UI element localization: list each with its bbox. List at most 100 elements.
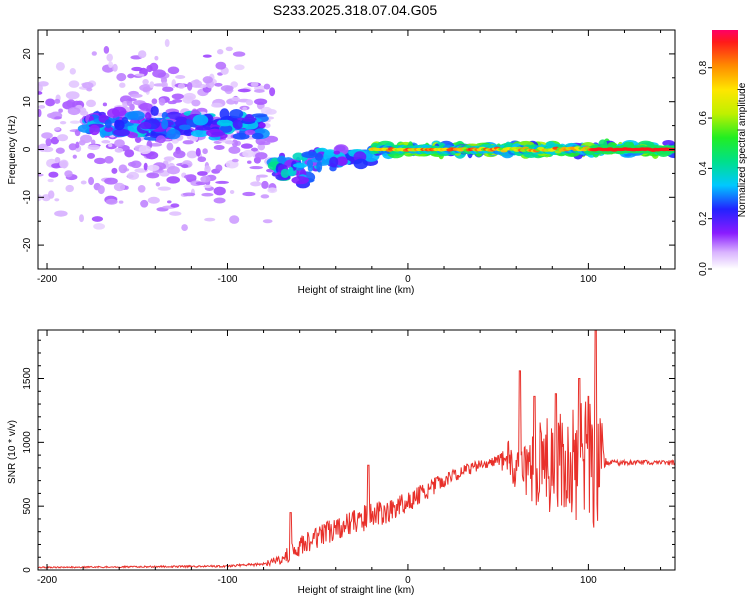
colorbar-tick-label: 0.6: [698, 111, 709, 125]
spectral-blob: [87, 144, 100, 151]
spectrogram-xlabel: Height of straight line (km): [298, 285, 415, 296]
spectral-blob: [126, 98, 137, 102]
spectral-blob: [240, 143, 253, 149]
spectral-blob: [219, 124, 233, 133]
spectral-blob: [75, 141, 80, 149]
spectral-blob: [261, 180, 269, 189]
figure-title: S233.2025.318.07.04.G05: [273, 2, 437, 18]
spectral-blob: [264, 135, 279, 143]
spectral-blob: [134, 136, 142, 143]
spectral-blob: [229, 215, 240, 224]
spectral-blob: [119, 82, 126, 88]
snr-frame: [37, 329, 676, 571]
spectral-blob: [187, 81, 193, 91]
spectral-blob: [316, 160, 323, 173]
spectral-blob: [202, 148, 208, 155]
spectral-blob: [146, 65, 153, 73]
spectral-blob: [65, 91, 80, 100]
spectral-blob: [213, 186, 226, 196]
spectral-blob: [108, 61, 114, 68]
spectral-blob: [301, 151, 318, 159]
snr-ytick-label: 1000: [22, 431, 33, 454]
spectral-blob: [213, 145, 225, 150]
spectral-blob: [257, 143, 266, 151]
snr-xtick-label: -200: [37, 575, 57, 586]
spectral-blob: [250, 82, 259, 87]
spectral-blob: [47, 178, 54, 183]
spectral-blob: [112, 63, 118, 72]
spectral-blob: [135, 73, 145, 77]
spectral-blob: [292, 152, 305, 161]
spectral-blob: [105, 198, 118, 205]
spectral-blob: [262, 219, 273, 224]
colorbar-tick-label: 0.4: [698, 161, 709, 175]
colorbar-axes: 0.0 0.2 0.4 0.6 0.8: [698, 60, 712, 276]
spectral-blob: [90, 139, 96, 146]
spectral-blob: [150, 105, 159, 117]
spectral-blob: [277, 155, 287, 164]
spectral-blob: [86, 152, 96, 159]
spectral-blob: [242, 116, 257, 122]
spectral-blob: [51, 163, 62, 169]
spectral-blob: [291, 176, 309, 185]
spectral-blob: [38, 91, 43, 95]
spectral-blob: [137, 184, 146, 193]
spectral-blob: [202, 54, 212, 58]
spectral-blob: [127, 132, 139, 139]
spectral-blob: [147, 164, 160, 172]
spectral-blob: [263, 83, 271, 90]
spectral-blob: [167, 100, 177, 105]
spectral-blob: [54, 210, 68, 217]
spectral-blob: [140, 199, 149, 208]
spectrogram-xtick-label: -200: [37, 274, 57, 285]
spectral-blob: [250, 147, 259, 152]
spectral-blob: [232, 132, 250, 140]
spectral-blob: [41, 146, 54, 153]
spectral-blob: [166, 129, 181, 140]
spectral-blob: [353, 158, 368, 170]
spectral-blob: [54, 156, 61, 164]
spectral-blob: [251, 132, 264, 140]
spectral-blob: [215, 61, 227, 70]
spectral-blob: [58, 108, 63, 113]
spectral-blob: [170, 203, 180, 208]
spectral-blob: [156, 135, 166, 144]
spectral-blob: [251, 113, 268, 118]
spectral-blob: [93, 223, 106, 230]
spectral-blob: [68, 143, 77, 151]
spectral-blob: [65, 184, 74, 193]
spectral-blob: [127, 171, 140, 180]
spectral-blob: [228, 146, 241, 154]
spectral-blob: [329, 156, 339, 168]
spectrogram-marks: [38, 39, 675, 232]
spectral-blob: [144, 112, 152, 121]
spectral-blob: [111, 167, 118, 174]
spectral-blob: [195, 126, 212, 131]
spectral-blob: [181, 224, 188, 232]
spectral-blob: [166, 176, 180, 184]
spectral-blob: [215, 164, 223, 172]
spectral-blob: [169, 211, 182, 216]
spectral-blob: [113, 182, 126, 192]
spectral-blob: [195, 147, 201, 157]
spectral-blob: [91, 216, 104, 222]
spectral-blob: [242, 191, 256, 197]
spectrogram-ytick-label: 0: [22, 146, 33, 152]
spectral-blob: [118, 164, 128, 174]
spectral-blob: [182, 192, 196, 197]
spectral-blob: [190, 79, 203, 88]
spectral-blob: [177, 83, 185, 89]
spectral-blob: [204, 217, 216, 222]
spectral-blob: [247, 160, 252, 164]
spectral-blob: [260, 194, 270, 199]
spectral-blob: [166, 142, 174, 151]
spectral-blob: [130, 160, 142, 169]
spectral-blob: [186, 150, 198, 159]
snr-marks: [38, 330, 675, 569]
spectral-blob: [114, 119, 125, 131]
spectral-blob: [59, 159, 69, 169]
spectral-blob: [162, 86, 174, 92]
spectral-blob: [191, 99, 201, 107]
